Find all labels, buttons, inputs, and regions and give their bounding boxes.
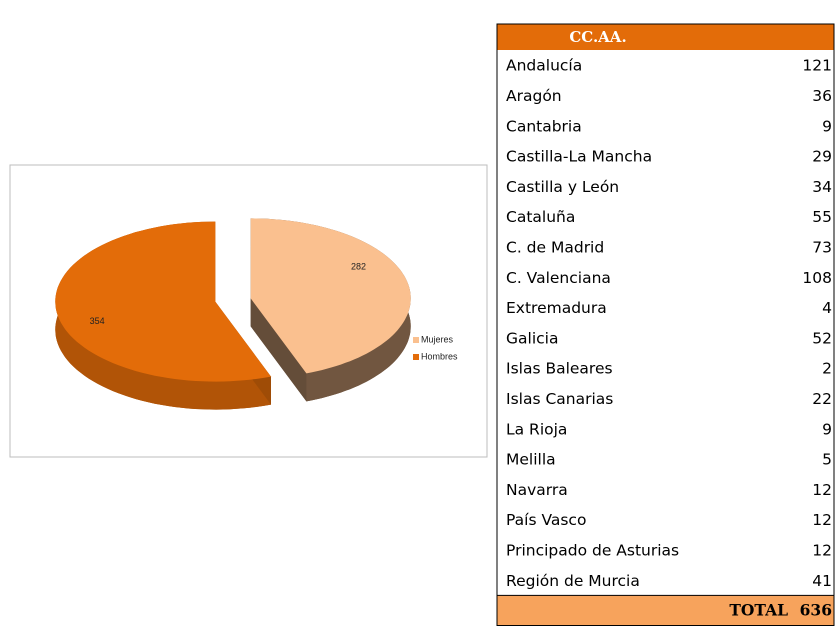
row-value: 2 — [822, 360, 832, 378]
row-value: 34 — [812, 178, 832, 196]
row-value: 52 — [812, 329, 832, 347]
total-label: TOTAL — [729, 601, 788, 620]
row-value: 12 — [812, 541, 832, 559]
data-label: 282 — [351, 261, 366, 271]
data-label: 354 — [90, 316, 105, 326]
row-value: 22 — [812, 390, 832, 408]
row-value: 73 — [812, 238, 832, 256]
row-name: Extremadura — [506, 299, 607, 317]
total-row-bg — [497, 595, 834, 626]
row-value: 9 — [822, 117, 832, 135]
row-value: 36 — [812, 87, 832, 105]
row-value: 5 — [822, 451, 832, 469]
legend-label: Mujeres — [421, 334, 454, 344]
row-name: Andalucía — [506, 57, 582, 75]
row-value: 108 — [802, 269, 832, 287]
row-name: Aragón — [506, 87, 562, 105]
row-name: Castilla y León — [506, 178, 619, 196]
row-name: Navarra — [506, 481, 568, 499]
row-name: Región de Murcia — [506, 572, 640, 590]
row-name: Islas Canarias — [506, 390, 613, 408]
row-name: Islas Baleares — [506, 360, 613, 378]
row-name: País Vasco — [506, 511, 586, 529]
row-value: 55 — [812, 208, 832, 226]
row-name: Melilla — [506, 451, 556, 469]
slice — [250, 218, 411, 374]
row-value: 29 — [812, 148, 832, 166]
row-name: C. de Madrid — [506, 238, 604, 256]
row-name: Cantabria — [506, 117, 582, 135]
legend-label: Hombres — [421, 351, 458, 361]
row-name: Cataluña — [506, 208, 575, 226]
row-name: C. Valenciana — [506, 269, 611, 287]
row-value: 41 — [812, 572, 832, 590]
slice-side — [250, 298, 307, 402]
row-value: 12 — [812, 511, 832, 529]
table-header-bg — [497, 24, 834, 50]
row-value: 4 — [822, 299, 832, 317]
legend-swatch — [413, 354, 419, 360]
row-value: 12 — [812, 481, 832, 499]
slice — [55, 221, 271, 382]
row-name: Castilla-La Mancha — [506, 148, 652, 166]
row-name: La Rioja — [506, 420, 567, 438]
total-value: 636 — [800, 601, 832, 620]
table-header: CC.AA. — [569, 28, 626, 46]
legend-swatch — [413, 337, 419, 343]
row-value: 121 — [802, 57, 832, 75]
table-border — [496, 23, 835, 626]
row-name: Principado de Asturias — [506, 541, 679, 559]
row-name: Galicia — [506, 329, 558, 347]
row-value: 9 — [822, 420, 832, 438]
